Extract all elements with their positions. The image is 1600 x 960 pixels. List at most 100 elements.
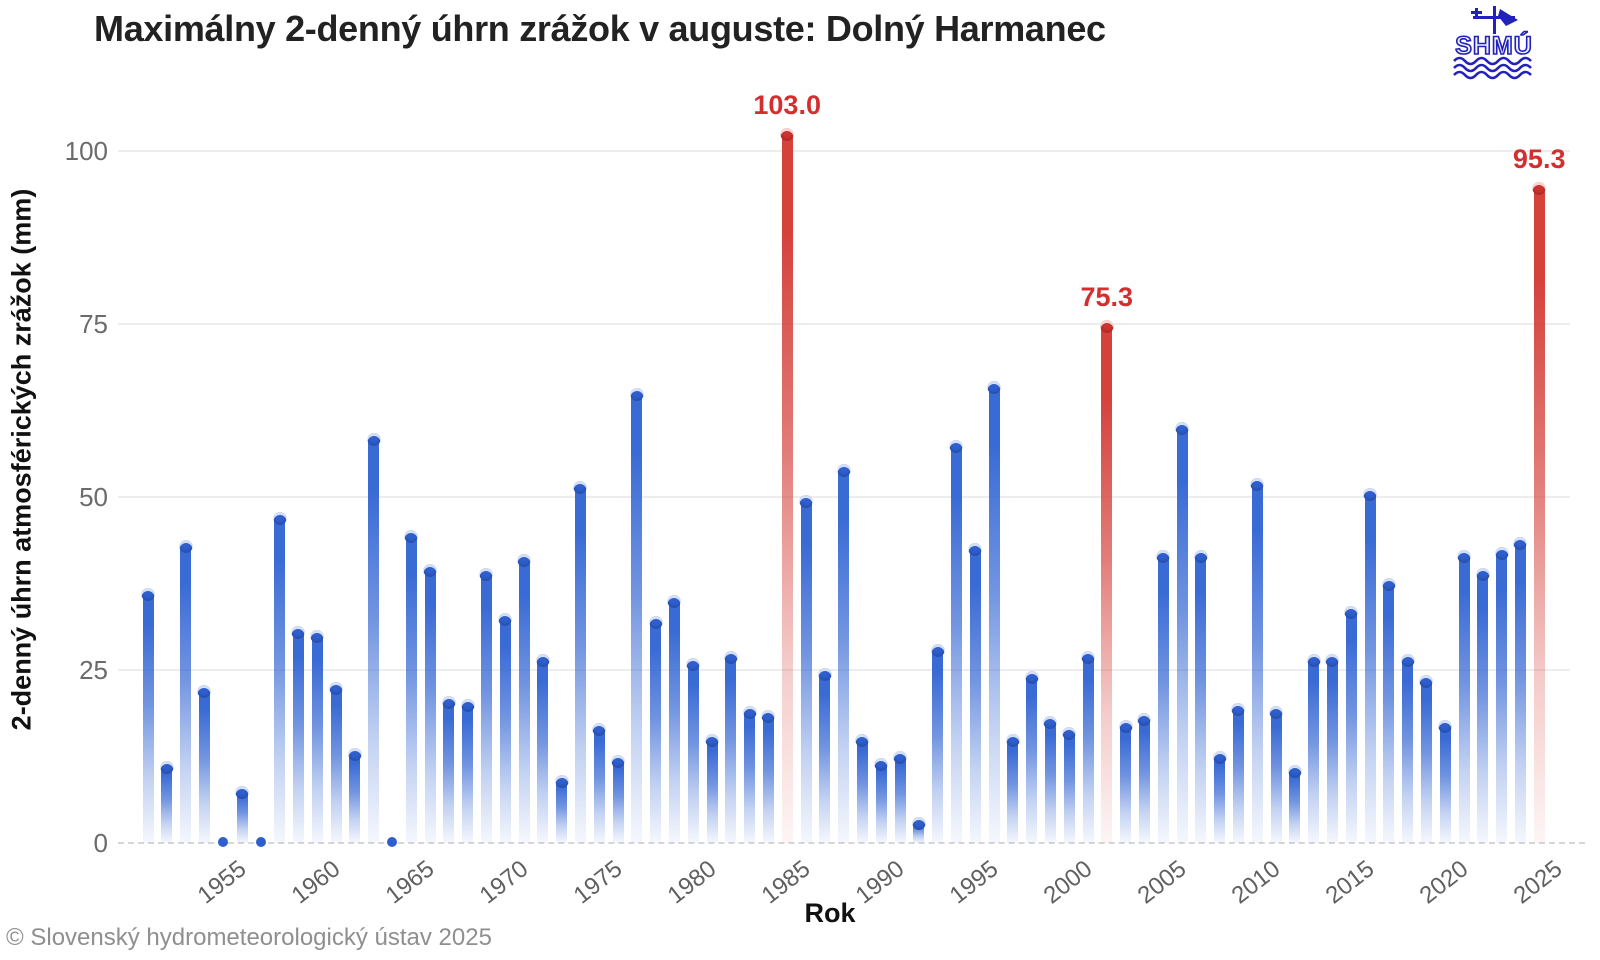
bar-cap [893, 751, 907, 765]
bar-cap [498, 612, 512, 626]
zero-dot-1957 [255, 837, 266, 847]
bar-1972 [536, 654, 550, 843]
bar-cap [1006, 733, 1020, 747]
x-tick-1955: 1955 [192, 855, 252, 910]
bar-2014 [1325, 654, 1339, 843]
bar-1974 [573, 481, 587, 843]
bar-1962 [348, 747, 362, 843]
bar-1994 [949, 439, 963, 843]
bar-2011 [1269, 706, 1283, 843]
bar-cap [461, 699, 475, 713]
y-tick-25: 25 [79, 655, 108, 685]
x-tick-2015: 2015 [1320, 855, 1380, 910]
bar-cap [1532, 181, 1546, 195]
x-tick-1980: 1980 [662, 855, 722, 910]
x-tick-2020: 2020 [1414, 855, 1474, 910]
bar-1979 [667, 595, 681, 843]
chart-title: Maximálny 2-denný úhrn zrážok v auguste:… [94, 8, 1106, 49]
x-axis-title: Rok [804, 898, 856, 928]
bar-cap [1438, 719, 1452, 733]
bar-2009 [1231, 702, 1245, 843]
logo-text: SHMÚ [1455, 30, 1533, 60]
bar-cap [141, 588, 155, 602]
bar-1975 [592, 723, 606, 843]
bar-1966 [423, 564, 437, 843]
value-label-2002: 75.3 [1080, 281, 1134, 312]
bar-2007 [1194, 550, 1208, 843]
y-tick-75: 75 [79, 309, 108, 339]
bar-2022 [1476, 567, 1490, 843]
bar-cap [329, 681, 343, 695]
bar-1989 [855, 733, 869, 843]
bar-1982 [724, 650, 738, 843]
x-tick-1995: 1995 [944, 855, 1004, 910]
bar-cap [160, 761, 174, 775]
bar-cap [291, 626, 305, 640]
bar-cap [479, 567, 493, 581]
bar-cap [1043, 716, 1057, 730]
bar-2012 [1288, 764, 1302, 843]
bar-cap [931, 643, 945, 657]
bar-cap [855, 733, 869, 747]
bar-cap [367, 432, 381, 446]
bar-cap [968, 543, 982, 557]
bar-cap [630, 387, 644, 401]
bar-2006 [1175, 422, 1189, 843]
bar-cap [555, 775, 569, 789]
bar-2013 [1307, 654, 1321, 843]
bar-cap [423, 564, 437, 578]
bar-1969 [479, 567, 493, 843]
bar-cap [273, 512, 287, 526]
bar-1971 [517, 553, 531, 843]
bar-cap [404, 529, 418, 543]
bar-cap [1231, 702, 1245, 716]
bar-cap [705, 733, 719, 747]
zero-dot-1955 [218, 837, 229, 847]
bar-cap [592, 723, 606, 737]
bar-cap [1307, 654, 1321, 668]
bar-cap [667, 595, 681, 609]
bar-1992 [912, 816, 926, 843]
bar-1981 [705, 733, 719, 843]
bar-2018 [1401, 654, 1415, 843]
bar-1967 [442, 695, 456, 843]
bar-2024 [1513, 536, 1527, 843]
bar-1986 [799, 495, 813, 843]
bar-1999 [1043, 716, 1057, 843]
y-tick-0: 0 [93, 828, 108, 858]
bar-cap [1476, 567, 1490, 581]
x-tick-2010: 2010 [1226, 855, 1286, 910]
bar-1963 [367, 432, 381, 843]
bar-2002 [1100, 319, 1114, 843]
bar-1970 [498, 612, 512, 843]
bar-cap [799, 495, 813, 508]
bar-cap [818, 668, 832, 681]
bar-cap [1137, 712, 1151, 726]
bar-1987 [818, 668, 832, 843]
bar-cap [310, 629, 324, 643]
bar-cap [197, 685, 211, 699]
bar-2020 [1438, 719, 1452, 843]
bar-cap [573, 481, 587, 495]
bar-cap [517, 553, 531, 567]
bar-1977 [630, 387, 644, 843]
weather-vane-icon [1471, 6, 1518, 34]
bar-1958 [273, 512, 287, 843]
bar-1956 [235, 785, 249, 843]
x-tick-2000: 2000 [1038, 855, 1098, 910]
x-tick-1960: 1960 [286, 855, 346, 910]
bar-cap [1250, 477, 1264, 491]
bar-cap [348, 747, 362, 761]
bar-2004 [1137, 712, 1151, 843]
bar-1991 [893, 751, 907, 843]
bar-cap [1213, 751, 1227, 765]
bar-1998 [1025, 671, 1039, 843]
bar-1983 [743, 706, 757, 843]
bar-1965 [404, 529, 418, 843]
bar-1980 [686, 657, 700, 843]
bar-cap [1401, 654, 1415, 668]
bar-2005 [1156, 550, 1170, 843]
bar-2017 [1382, 578, 1396, 843]
bar-cap [837, 463, 851, 477]
